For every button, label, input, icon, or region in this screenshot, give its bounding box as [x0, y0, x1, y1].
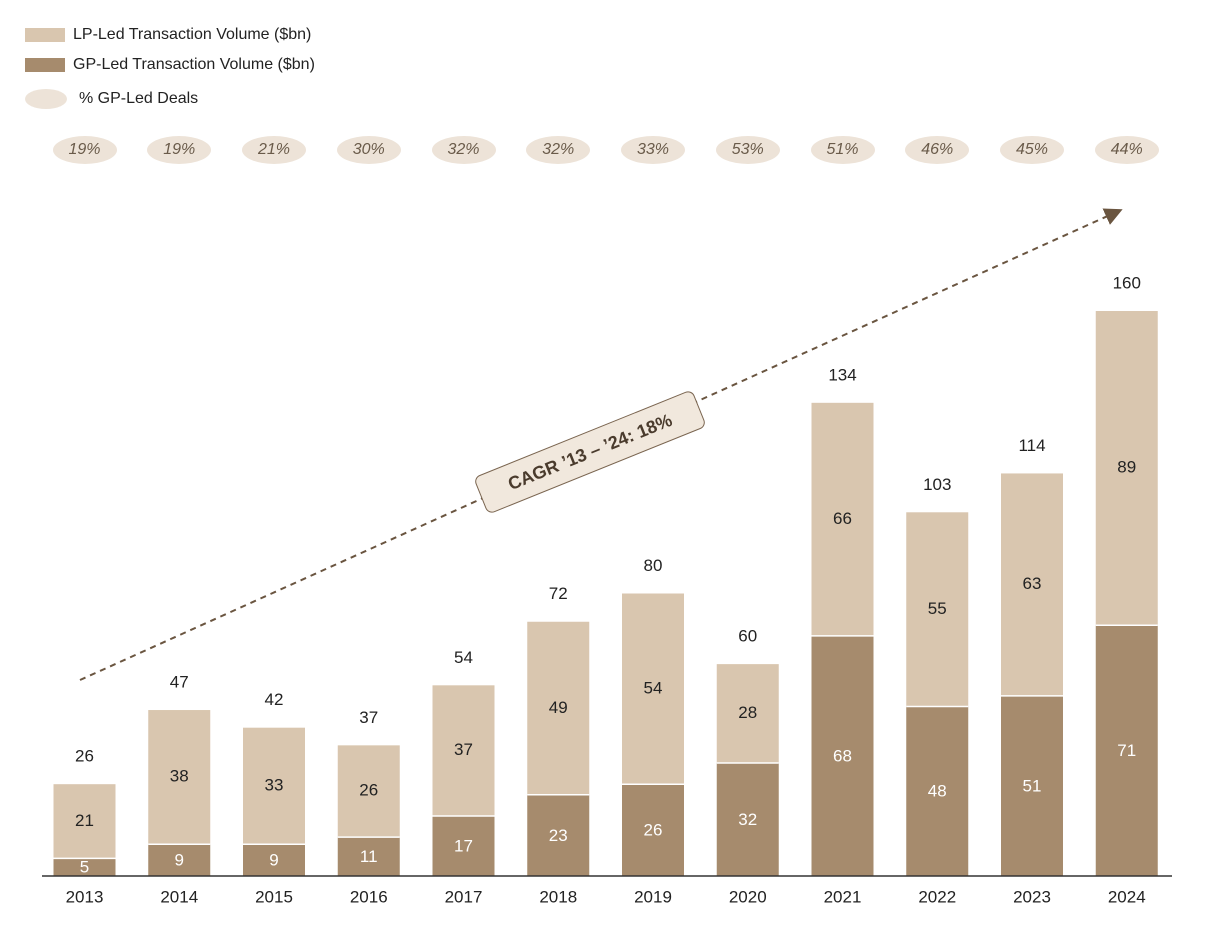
gp-value-label-2023: 51: [1023, 776, 1042, 795]
bar-gp-2017: [432, 815, 495, 876]
bar-gp-2022: [906, 706, 969, 876]
bar-gp-2014: [148, 844, 211, 876]
x-tick-label-2018: 2018: [539, 887, 577, 906]
x-tick-label-2022: 2022: [918, 887, 956, 906]
bar-lp-2015: [243, 727, 305, 845]
x-tick-label-2013: 2013: [66, 887, 104, 906]
bar-lp-2024: [1095, 311, 1158, 626]
gp-share-label-2019: 33%: [621, 136, 685, 164]
gp-share-row: 19% 19% 21% 30% 32% 32% 33% 53% 51% 46% 45% 44%: [0, 136, 1206, 164]
gp-share-label-2017: 32%: [431, 136, 496, 164]
lp-value-label-2013: 21: [75, 811, 94, 830]
total-value-label-2023: 114: [1018, 436, 1045, 455]
x-tick-label-2015: 2015: [255, 887, 293, 906]
gp-value-label-2015: 9: [269, 851, 278, 870]
x-tick-label-2017: 2017: [445, 887, 483, 906]
total-value-label-2019: 80: [644, 556, 663, 575]
legend-pct-label: % GP-Led Deals: [79, 90, 199, 107]
x-tick-label-2024: 2024: [1108, 887, 1146, 906]
bar-gp-2021: [811, 635, 874, 876]
bar-lp-2017: [432, 685, 495, 816]
lp-value-label-2019: 54: [644, 678, 663, 697]
bar-gp-2015: [243, 844, 305, 876]
gp-value-label-2018: 23: [549, 826, 568, 845]
bar-gp-2024: [1095, 625, 1158, 876]
bar-gp-2023: [1001, 695, 1063, 876]
lp-value-label-2021: 66: [833, 509, 852, 528]
lp-value-label-2024: 89: [1117, 458, 1136, 477]
gp-share-label-2022: 46%: [905, 136, 970, 164]
gp-share-label-2016: 30%: [336, 136, 401, 164]
bar-lp-2016: [337, 745, 400, 838]
x-tick-label-2019: 2019: [634, 887, 672, 906]
gp-share-label-2020: 53%: [715, 136, 780, 164]
x-tick-label-2021: 2021: [824, 887, 862, 906]
gp-share-label-2023: 45%: [1000, 136, 1064, 164]
gp-value-label-2022: 48: [928, 782, 947, 801]
bar-lp-2014: [148, 710, 211, 845]
lp-value-label-2020: 28: [738, 703, 757, 722]
legend-item-pct: % GP-Led Deals: [25, 84, 315, 114]
bars-group: 5 21 26 9 38 47 9 33 42 11 26 37 17 37 54 23 49 72 26 54 80 3…: [53, 273, 1158, 877]
legend-gp-label: GP-Led Transaction Volume ($bn): [73, 56, 315, 73]
gp-value-label-2019: 26: [644, 821, 663, 840]
lp-value-label-2018: 49: [549, 698, 568, 717]
bar-gp-2013: [53, 858, 116, 876]
total-value-label-2020: 60: [738, 627, 757, 646]
legend: LP-Led Transaction Volume ($bn) GP-Led T…: [25, 20, 315, 114]
total-value-label-2021: 134: [828, 365, 856, 384]
bar-lp-2021: [811, 402, 874, 636]
bar-lp-2020: [716, 664, 779, 763]
legend-lp-label: LP-Led Transaction Volume ($bn): [73, 26, 312, 43]
legend-item-gp: GP-Led Transaction Volume ($bn): [25, 50, 315, 80]
bar-gp-2019: [622, 784, 684, 876]
gp-value-label-2013: 5: [80, 858, 89, 877]
pct-swatch: [25, 89, 67, 109]
gp-share-label-2015: 21%: [242, 136, 306, 164]
total-value-label-2013: 26: [75, 747, 94, 766]
bar-lp-2019: [622, 593, 684, 785]
gp-value-label-2017: 17: [454, 836, 473, 855]
gp-value-label-2021: 68: [833, 746, 852, 765]
bar-gp-2018: [527, 794, 590, 876]
bar-gp-2016: [337, 837, 400, 876]
gp-value-label-2016: 11: [360, 847, 378, 866]
x-tick-label-2023: 2023: [1013, 887, 1051, 906]
legend-item-lp: LP-Led Transaction Volume ($bn): [25, 20, 315, 50]
lp-value-label-2014: 38: [170, 767, 189, 786]
gp-value-label-2020: 32: [738, 810, 757, 829]
x-tick-label-2014: 2014: [160, 887, 198, 906]
lp-value-label-2023: 63: [1023, 574, 1042, 593]
lp-value-label-2017: 37: [454, 740, 473, 759]
gp-share-label-2014: 19%: [147, 136, 212, 164]
gp-share-label-2024: 44%: [1094, 136, 1159, 164]
bar-lp-2013: [53, 784, 116, 859]
gp-share-label-2021: 51%: [810, 136, 875, 164]
gp-share-label-2013: 19%: [52, 136, 117, 164]
gp-value-label-2014: 9: [175, 851, 184, 870]
lp-value-label-2022: 55: [928, 599, 947, 618]
bar-lp-2018: [527, 621, 590, 795]
bar-gp-2020: [716, 763, 779, 876]
gp-share-label-2018: 32%: [526, 136, 591, 164]
lp-value-label-2016: 26: [359, 781, 378, 800]
total-value-label-2014: 47: [170, 673, 189, 692]
gp-value-label-2024: 71: [1117, 741, 1136, 760]
x-tick-label-2020: 2020: [729, 887, 767, 906]
total-value-label-2015: 42: [265, 690, 284, 709]
bar-lp-2023: [1001, 473, 1063, 696]
lp-swatch: [25, 28, 65, 42]
bar-lp-2022: [906, 512, 969, 707]
lp-value-label-2015: 33: [265, 775, 284, 794]
total-value-label-2016: 37: [359, 708, 378, 727]
gp-swatch: [25, 58, 65, 72]
total-value-label-2024: 160: [1113, 273, 1141, 292]
total-value-label-2018: 72: [549, 584, 568, 603]
x-tick-label-2016: 2016: [350, 887, 388, 906]
x-axis-labels: 2013 2014 2015 2016 2017 2018 2019 2020 2021 2022…: [66, 887, 1146, 906]
total-value-label-2017: 54: [454, 648, 473, 667]
total-value-label-2022: 103: [923, 475, 951, 494]
cagr-trend-arrow: [79, 208, 1123, 681]
